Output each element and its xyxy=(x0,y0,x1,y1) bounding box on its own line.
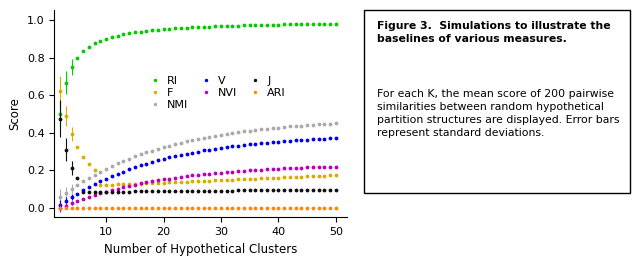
Y-axis label: Score: Score xyxy=(8,97,21,130)
Text: Figure 3.  Simulations to illustrate the
baselines of various measures.: Figure 3. Simulations to illustrate the … xyxy=(378,21,611,44)
X-axis label: Number of Hypothetical Clusters: Number of Hypothetical Clusters xyxy=(104,243,298,256)
Text: For each K, the mean score of 200 pairwise
similarities between random hypotheti: For each K, the mean score of 200 pairwi… xyxy=(378,89,620,138)
Bar xyxy=(364,10,630,193)
Legend: RI, F, NMI, V, NVI, , J, ARI: RI, F, NMI, V, NVI, , J, ARI xyxy=(139,72,291,114)
